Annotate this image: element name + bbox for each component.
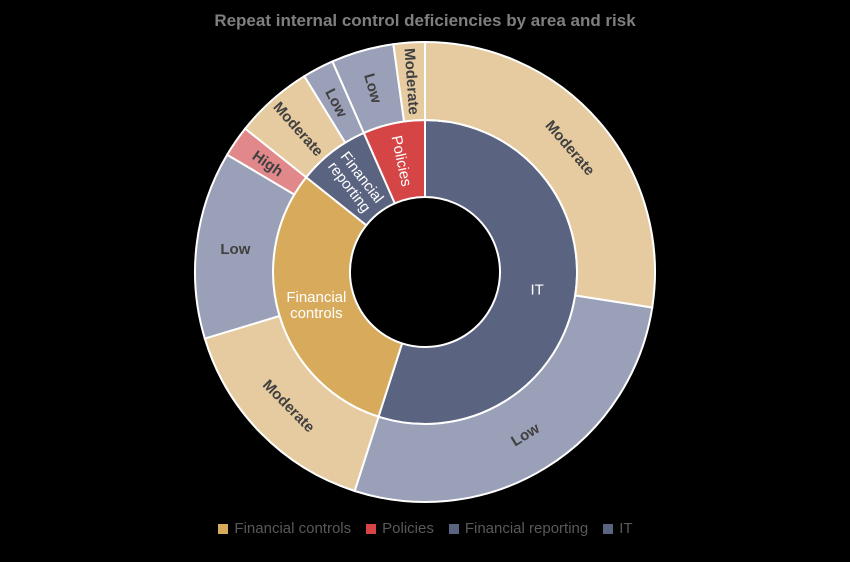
legend-swatch-policies [365,522,378,535]
inner-label-financial-controls: Financial controls [286,289,346,322]
chart-title: Repeat internal control deficiencies by … [214,11,636,30]
outer-label-policies-moderate: Moderate [401,48,423,116]
outer-segment-it-moderate [424,40,656,309]
legend-swatch-financial-reporting [447,522,460,535]
legend-entry-policies: Policies [365,520,434,537]
legend-entry-financial-controls: Financial controls [217,520,351,537]
chart-legend: Financial controls Policies Financial repo… [0,520,850,537]
legend-entry-financial-reporting: Financial reporting [447,520,589,537]
legend-label-financial-reporting: Financial reporting [464,520,589,537]
legend-label-policies: Policies [382,520,434,537]
outer-segment-policies-moderate [392,40,426,123]
legend-swatch-it [602,522,615,535]
inner-label-it: IT [530,282,543,299]
legend-label-it: IT [619,520,633,537]
legend-entry-it: IT [602,520,633,537]
legend-label-financial-controls: Financial controls [234,520,352,537]
outer-label-financial-controls-low: Low [220,241,250,258]
legend-swatch-financial-controls [217,522,230,535]
outer-segment-it-low [353,294,654,503]
